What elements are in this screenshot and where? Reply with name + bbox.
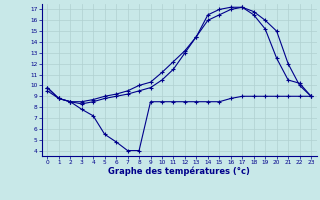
X-axis label: Graphe des températures (°c): Graphe des températures (°c)	[108, 167, 250, 176]
